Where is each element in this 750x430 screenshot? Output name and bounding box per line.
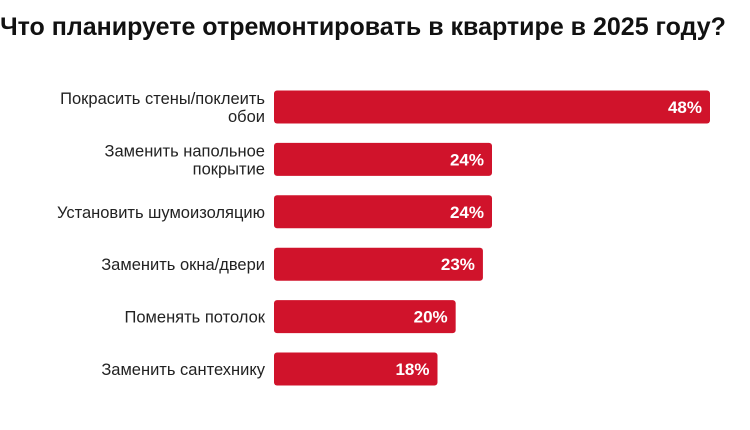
bar-value-label: 24% xyxy=(450,203,484,222)
bar xyxy=(274,352,438,386)
bar-group: 18% Заменить сантехнику xyxy=(101,352,438,386)
bar-value-label: 23% xyxy=(441,255,475,274)
category-label: покрытие xyxy=(193,160,265,178)
bar-value-label: 20% xyxy=(414,308,448,327)
bar-value-label: 24% xyxy=(450,150,484,169)
bar xyxy=(274,300,456,334)
bar-group: 24% Установить шумоизоляцию xyxy=(57,195,492,229)
bar xyxy=(274,142,492,176)
category-label: Покрасить стены/поклеить xyxy=(60,90,265,108)
bar xyxy=(274,247,483,281)
bar xyxy=(274,195,492,229)
category-label: Заменить сантехнику xyxy=(101,361,265,379)
category-label: Поменять потолок xyxy=(125,309,266,327)
category-label: Заменить окна/двери xyxy=(101,256,265,274)
bar-value-label: 18% xyxy=(395,360,429,379)
category-label: Установить шумоизоляцию xyxy=(57,204,265,222)
bar-group: 23% Заменить окна/двери xyxy=(101,247,483,281)
category-label: Заменить напольное xyxy=(105,142,265,160)
bar xyxy=(274,90,710,124)
bar-group: 20% Поменять потолок xyxy=(125,300,456,334)
category-label: обои xyxy=(228,108,265,126)
chart-title: Что планируете отремонтировать в квартир… xyxy=(0,13,726,41)
bar-value-label: 48% xyxy=(668,98,702,117)
